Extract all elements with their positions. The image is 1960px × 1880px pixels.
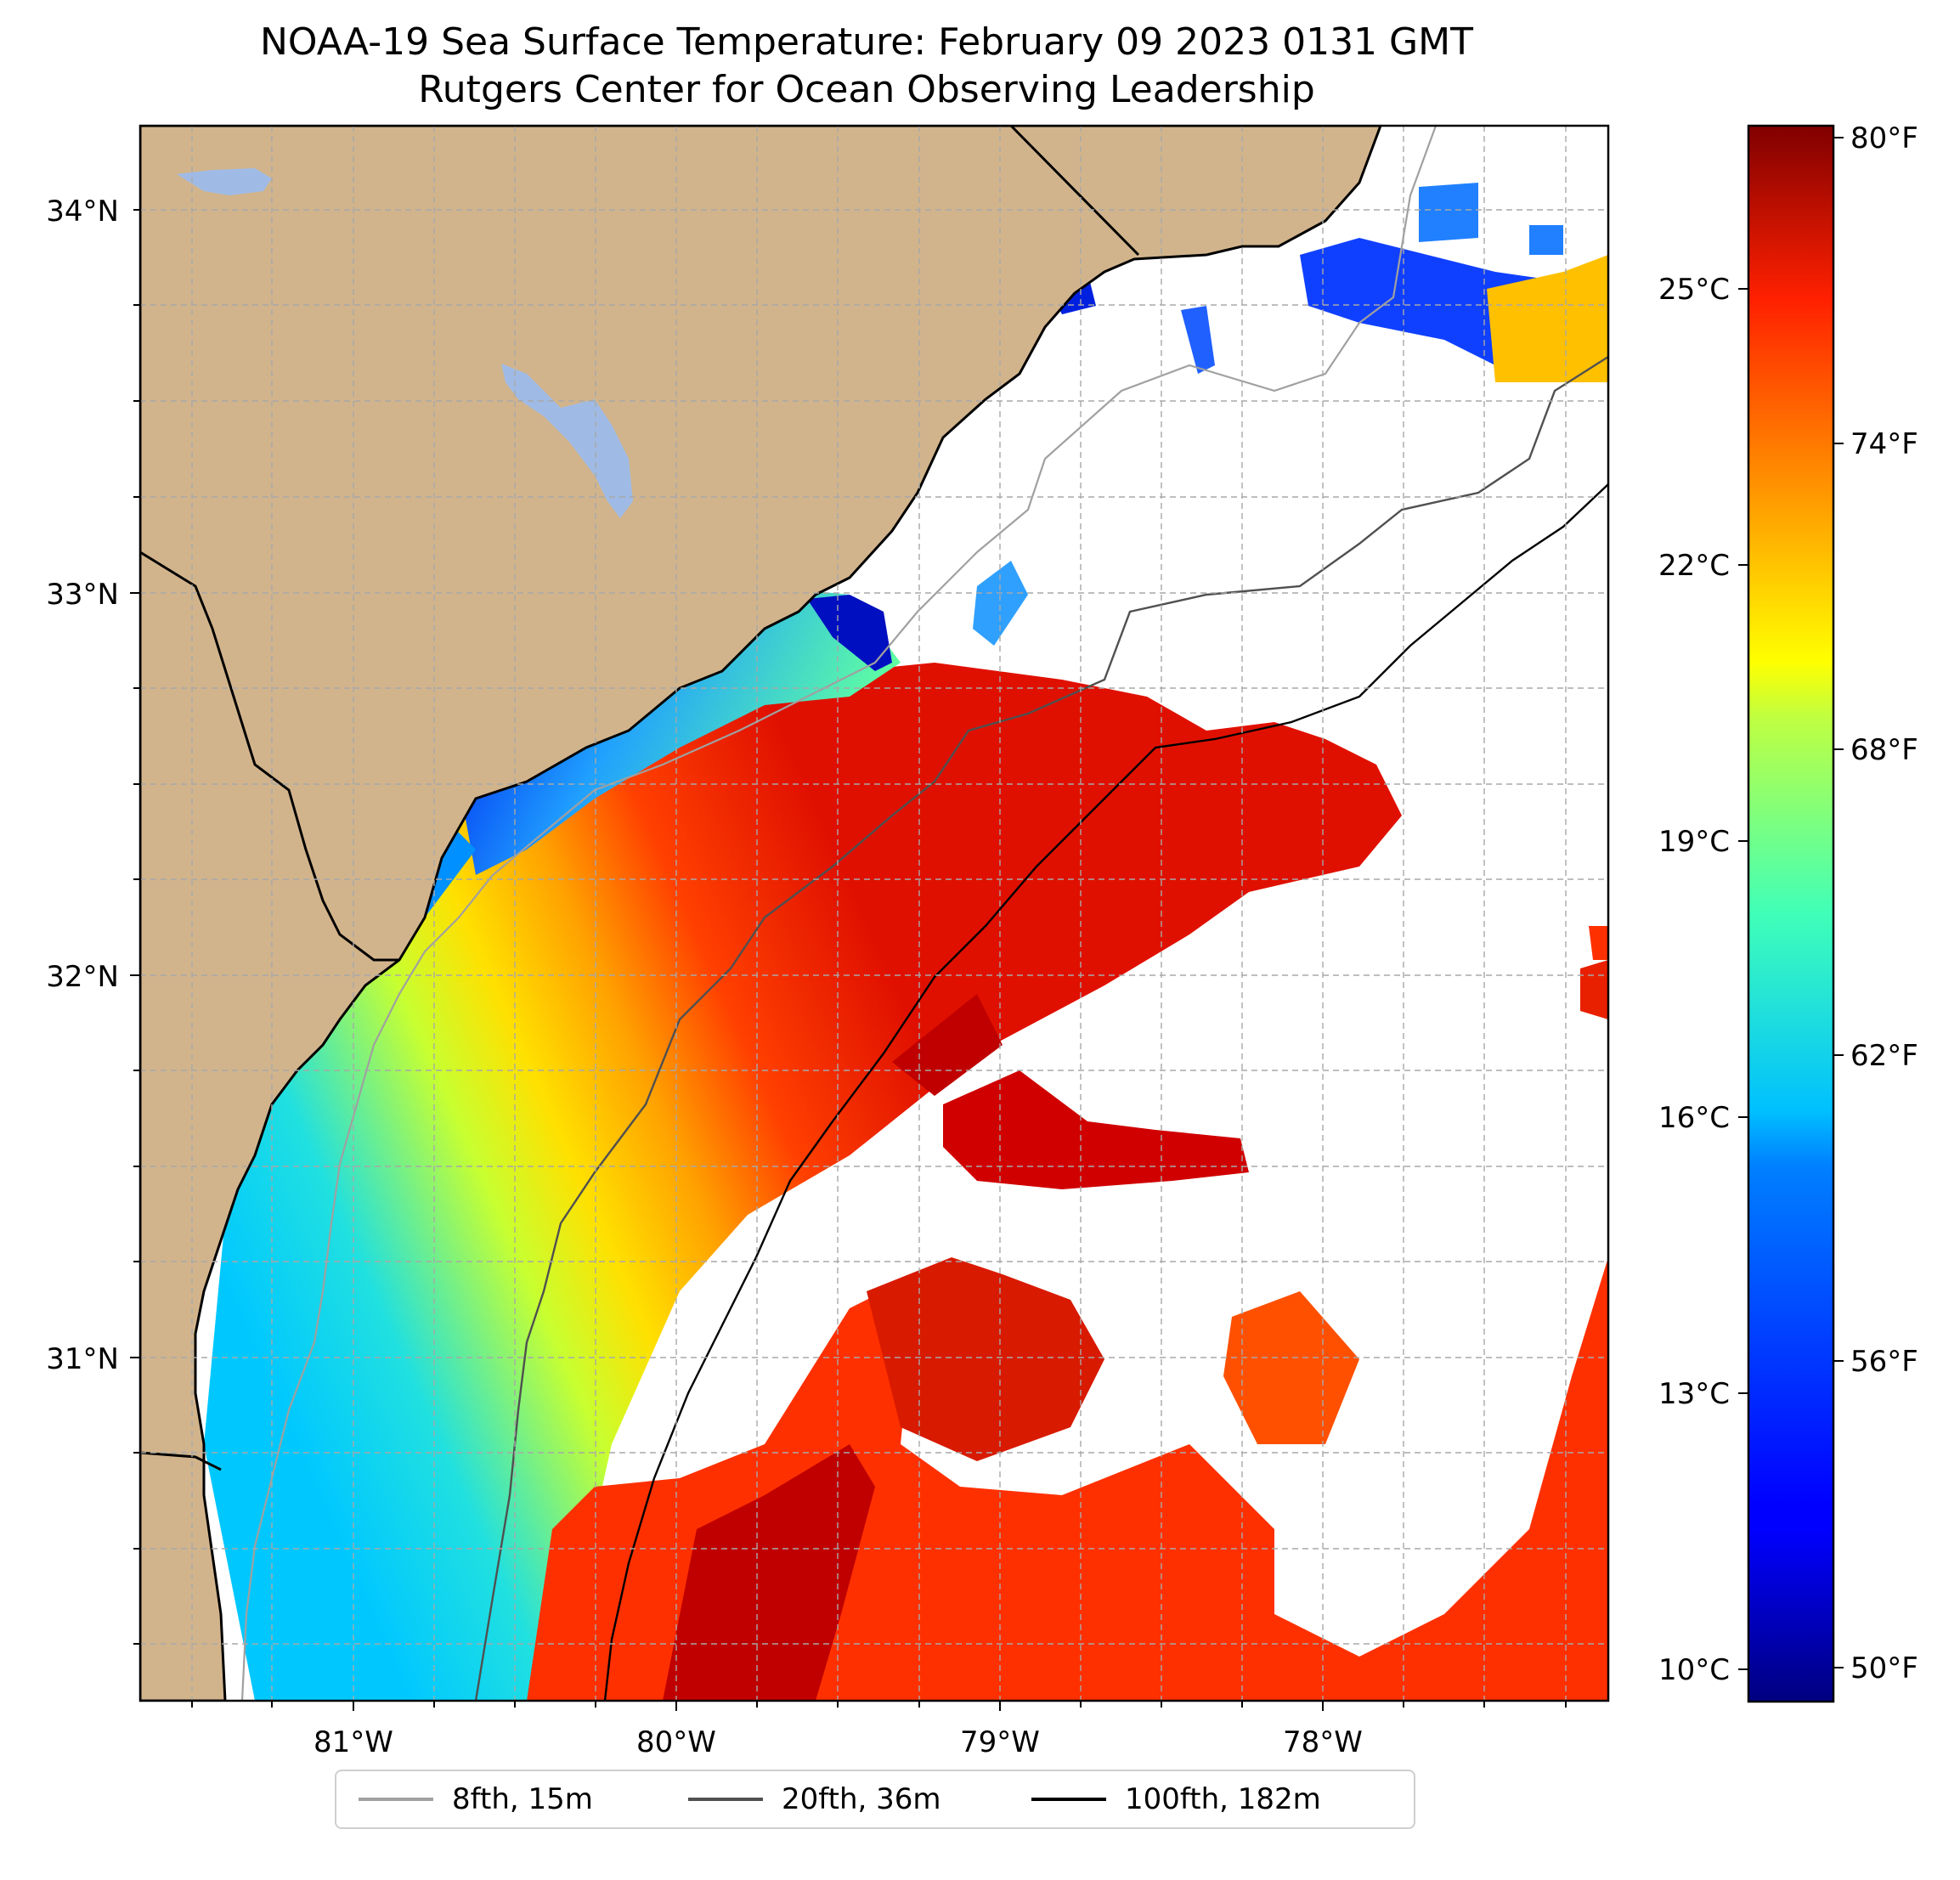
colorbar-label-80f: 80°F — [1850, 121, 1918, 155]
legend-item-8fth: 8fth, 15m — [359, 1771, 593, 1827]
isobaths — [240, 126, 1608, 1701]
colorbar-label-74f: 74°F — [1850, 427, 1918, 461]
map-plot-area — [140, 126, 1608, 1701]
lat-label-33n: 33°N — [46, 578, 119, 612]
legend-line-8fth — [359, 1798, 433, 1801]
colorbar-ticks — [1738, 137, 1844, 1670]
colorbar-label-16c: 16°C — [1658, 1101, 1730, 1135]
legend-label-100fth: 100fth, 182m — [1125, 1782, 1321, 1816]
lat-label-34n: 34°N — [46, 195, 119, 229]
colorbar-label-19c: 19°C — [1658, 825, 1730, 859]
isobath-100fth — [603, 483, 1608, 1701]
lon-label-79w: 79°W — [960, 1725, 1040, 1759]
isobath-8fth — [240, 126, 1438, 1701]
axis-ticks — [130, 209, 1567, 1711]
colorbar-label-13c: 13°C — [1658, 1377, 1730, 1411]
legend-line-20fth — [688, 1798, 763, 1801]
chart-title: NOAA-19 Sea Surface Temperature: Februar… — [260, 20, 1473, 64]
isobath-20fth — [474, 355, 1608, 1701]
lon-label-81w: 81°W — [313, 1725, 393, 1759]
colorbar-label-62f: 62°F — [1850, 1039, 1918, 1073]
lon-label-80w: 80°W — [636, 1725, 716, 1759]
colorbar-label-25c: 25°C — [1658, 273, 1730, 307]
legend-label-20fth: 20fth, 36m — [782, 1782, 941, 1816]
legend-item-20fth: 20fth, 36m — [688, 1771, 941, 1827]
lat-label-32n: 32°N — [46, 960, 119, 994]
colorbar-label-50f: 50°F — [1850, 1651, 1918, 1685]
sst-map: 81°W 80°W 79°W 78°W 34°N 33°N 32°N 31°N … — [46, 121, 1918, 1759]
state-borders — [140, 126, 1140, 1471]
legend-label-8fth: 8fth, 15m — [452, 1782, 593, 1816]
colorbar — [1747, 124, 1835, 1703]
legend-item-100fth: 100fth, 182m — [1031, 1771, 1321, 1827]
land — [140, 126, 1382, 1701]
isobath-legend: 8fth, 15m 20fth, 36m 100fth, 182m — [335, 1770, 1415, 1829]
gridlines — [140, 126, 1608, 1701]
colorbar-label-10c: 10°C — [1658, 1653, 1730, 1687]
colorbar-label-22c: 22°C — [1658, 549, 1730, 583]
lat-label-31n: 31°N — [46, 1342, 119, 1376]
chart-subtitle: Rutgers Center for Ocean Observing Leade… — [418, 68, 1315, 111]
colorbar-label-56f: 56°F — [1850, 1345, 1918, 1379]
map-frame — [138, 124, 1610, 1702]
lon-label-78w: 78°W — [1283, 1725, 1363, 1759]
legend-line-100fth — [1031, 1798, 1106, 1801]
colorbar-label-68f: 68°F — [1850, 733, 1918, 767]
